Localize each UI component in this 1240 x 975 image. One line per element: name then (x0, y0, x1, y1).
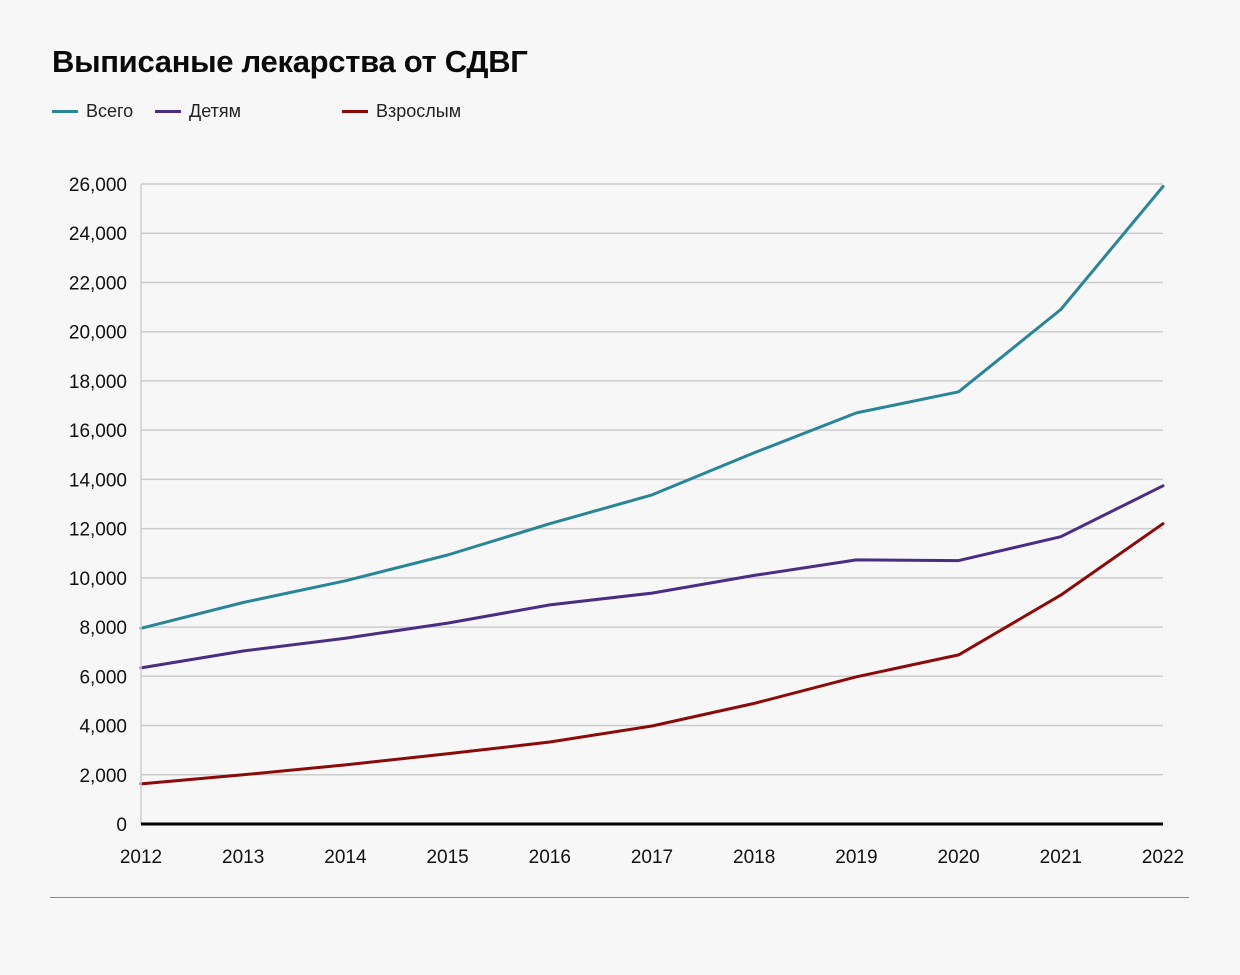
y-tick-label: 12,000 (69, 520, 127, 541)
legend-swatch-children (155, 110, 181, 113)
series-lines (139, 185, 1165, 786)
legend-label-adults: Взрослым (376, 101, 462, 121)
legend-label-children: Детям (189, 101, 241, 121)
gridlines (141, 183, 1163, 776)
y-tick-label: 14,000 (69, 470, 127, 491)
y-tick-label: 2,000 (79, 766, 127, 787)
x-tick-label: 2018 (733, 847, 775, 868)
legend-swatch-total (52, 110, 78, 113)
y-tick-label: 24,000 (69, 224, 127, 245)
x-tick-label: 2012 (120, 847, 162, 868)
y-tick-label: 22,000 (69, 273, 127, 294)
x-tick-label: 2013 (222, 847, 264, 868)
x-tick-label: 2014 (324, 847, 367, 868)
y-tick-label: 18,000 (69, 372, 127, 393)
y-tick-label: 4,000 (79, 717, 127, 738)
y-tick-label: 0 (116, 815, 127, 836)
y-tick-label: 16,000 (69, 421, 127, 442)
legend-item-adults: Взрослым (342, 101, 461, 122)
x-tick-label: 2016 (529, 847, 571, 868)
x-tick-label: 2015 (426, 847, 468, 868)
y-tick-label: 20,000 (69, 323, 127, 344)
y-tick-label: 6,000 (79, 667, 127, 688)
legend-label-total: Всего (86, 101, 134, 121)
x-tick-label: 2017 (631, 847, 673, 868)
legend-item-total: Всего (52, 101, 133, 122)
x-tick-label: 2022 (1142, 847, 1184, 868)
series-line-adults (139, 522, 1165, 786)
legend-swatch-adults (342, 110, 368, 113)
x-tick-label: 2019 (835, 847, 877, 868)
series-line-children (139, 484, 1165, 670)
x-axis-ticks: 2012 2013 2014 2015 2016 2017 2018 2019 2020 2021… (120, 847, 1184, 868)
x-tick-label: 2020 (937, 847, 979, 868)
legend-item-children: Детям (155, 101, 241, 122)
x-tick-label: 2021 (1040, 847, 1082, 868)
y-tick-label: 10,000 (69, 569, 127, 590)
bottom-divider (50, 897, 1189, 898)
series-line-total (139, 185, 1165, 630)
y-tick-label: 8,000 (79, 618, 127, 639)
chart-title: Выписаные лекарства от СДВГ (52, 44, 528, 79)
y-axis-ticks: 0 2,000 4,000 6,000 8,000 10,000 12,000 14,000 1… (69, 175, 127, 836)
y-tick-label: 26,000 (69, 175, 127, 196)
